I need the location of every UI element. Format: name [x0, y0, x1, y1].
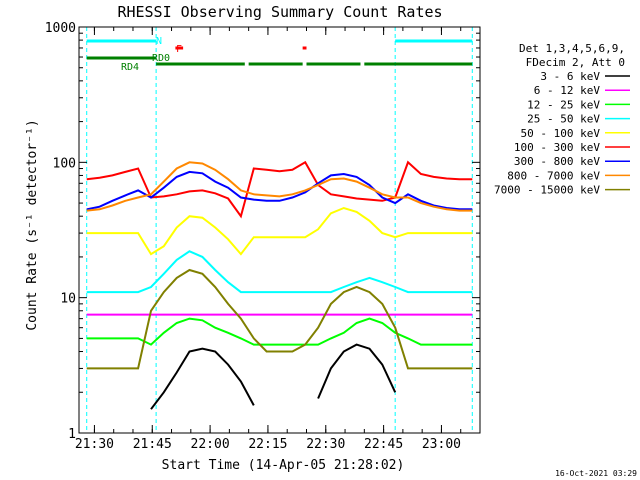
series-line-4	[86, 250, 473, 294]
y-tick-label: 10	[60, 292, 76, 307]
x-axis-label: Start Time (14-Apr-05 21:28:02)	[162, 458, 405, 473]
legend-header-line2: FDecim 2, Att 0	[526, 56, 625, 69]
flag-label-f: F	[176, 44, 182, 55]
legend-label: 25 - 50 keV	[527, 113, 600, 126]
legend-header-line1: Det 1,3,4,5,6,9,	[519, 42, 625, 55]
legend-label: 3 - 6 keV	[540, 70, 600, 83]
series-line-3	[86, 317, 473, 346]
legend-label: 6 - 12 keV	[534, 84, 601, 97]
series-line-5	[86, 206, 473, 256]
legend-label: 50 - 100 keV	[521, 127, 601, 140]
legend-label: 100 - 300 keV	[514, 141, 600, 154]
x-tick-label: 22:30	[306, 437, 345, 452]
legend-label: 800 - 7000 keV	[507, 169, 600, 182]
flag-label-rd4: RD4	[121, 62, 139, 73]
timestamp: 16-Oct-2021 03:29	[555, 469, 637, 478]
y-axis-label: Count Rate (s⁻¹ detector⁻¹)	[25, 119, 40, 330]
y-tick-label: 1000	[45, 21, 76, 36]
plot-frame	[78, 26, 481, 434]
chart-title: RHESSI Observing Summary Count Rates	[117, 3, 442, 21]
legend-label: 7000 - 15000 keV	[494, 184, 600, 197]
x-tick-label: 22:00	[191, 437, 230, 452]
legend-label: 300 - 800 keV	[514, 155, 600, 168]
y-tick-label: 1	[68, 427, 76, 442]
x-tick-label: 22:15	[248, 437, 287, 452]
flag-label-n: N	[156, 36, 162, 47]
x-tick-label: 21:45	[133, 437, 172, 452]
flag-label-rd0: RD0	[152, 53, 170, 64]
series-line-9	[86, 268, 473, 370]
x-tick-label: 22:45	[364, 437, 403, 452]
x-tick-label: 21:30	[75, 437, 114, 452]
series-line-8	[86, 161, 473, 212]
y-tick-label: 100	[53, 156, 76, 171]
series-line-7	[86, 170, 473, 211]
legend-label: 12 - 25 keV	[527, 98, 600, 111]
x-tick-label: 23:00	[422, 437, 461, 452]
series-line-1	[150, 343, 397, 410]
